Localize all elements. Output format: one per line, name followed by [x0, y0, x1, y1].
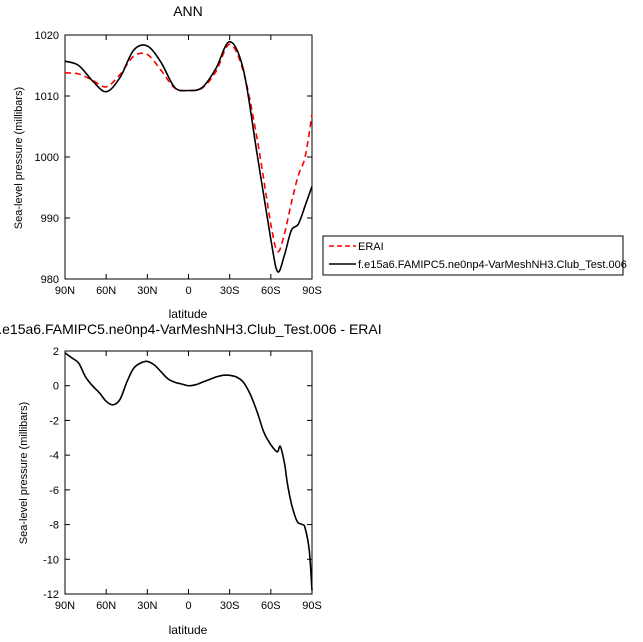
x-tick-label: 30N: [137, 285, 157, 297]
chart-top-plot: 90N 60N 30N 0 30S 60S 90S 980 990 1000 1010 1020: [35, 30, 322, 297]
chart-bottom-title: f.e15a6.FAMIPC5.ne0np4-VarMeshNH3.Club_T…: [0, 321, 382, 337]
x-tick-label: 90S: [302, 285, 322, 297]
legend-label-model: f.e15a6.FAMIPC5.ne0np4-VarMeshNH3.Club_T…: [358, 259, 627, 271]
x-tick-label: 0: [185, 600, 191, 612]
x-tick-label: 30S: [220, 285, 240, 297]
x-tick-label: 60S: [261, 600, 281, 612]
chart-top-xlabel: latitude: [169, 307, 208, 321]
x-tick-label: 90N: [55, 285, 75, 297]
y-tick-label: 1010: [35, 91, 59, 103]
y-tick-label: 0: [53, 381, 59, 393]
legend-box: [322, 235, 624, 276]
y-tick-label: 2: [53, 346, 59, 358]
x-tick-label: 90N: [55, 600, 75, 612]
x-tick-label: 30S: [220, 600, 240, 612]
plot-frame: [64, 350, 313, 595]
chart-bottom-xlabel: latitude: [169, 623, 208, 637]
y-tick-label: -2: [49, 415, 59, 427]
legend-label-erai: ERAI: [358, 241, 384, 253]
y-tick-label: -8: [49, 520, 59, 532]
series-line-1: [64, 40, 313, 273]
x-tick-label: 30N: [137, 600, 157, 612]
y-tick-label: -6: [49, 485, 59, 497]
y-tick-label: -4: [49, 450, 59, 462]
chart-bottom-ylabel: Sea-level pressure (millibars): [18, 402, 30, 544]
chart-top-ylabel: Sea-level pressure (millibars): [13, 87, 25, 229]
y-tick-label: 980: [41, 274, 59, 286]
chart-bottom-plot: 90N 60N 30N 0 30S 60S 90S -12 -10 -8 -6 -4 -2 0 2: [43, 346, 322, 612]
series-line-0: [64, 352, 313, 591]
chart-top-title: ANN: [173, 3, 203, 19]
legend: ERAI f.e15a6.FAMIPC5.ne0np4-VarMeshNH3.C…: [322, 235, 627, 276]
y-tick-label: -12: [43, 589, 59, 601]
y-tick-label: -10: [43, 554, 59, 566]
series-line-0: [64, 43, 313, 253]
chart-bottom: f.e15a6.FAMIPC5.ne0np4-VarMeshNH3.Club_T…: [0, 321, 382, 637]
x-tick-label: 90S: [302, 600, 322, 612]
y-tick-label: 1000: [35, 152, 59, 164]
y-tick-label: 990: [41, 213, 59, 225]
chart-top: ANN Sea-level pressure (millibars) latit…: [13, 3, 627, 321]
x-tick-label: 60N: [96, 600, 116, 612]
x-tick-label: 60S: [261, 285, 281, 297]
x-tick-label: 0: [185, 285, 191, 297]
y-tick-label: 1020: [35, 30, 59, 42]
x-tick-label: 60N: [96, 285, 116, 297]
